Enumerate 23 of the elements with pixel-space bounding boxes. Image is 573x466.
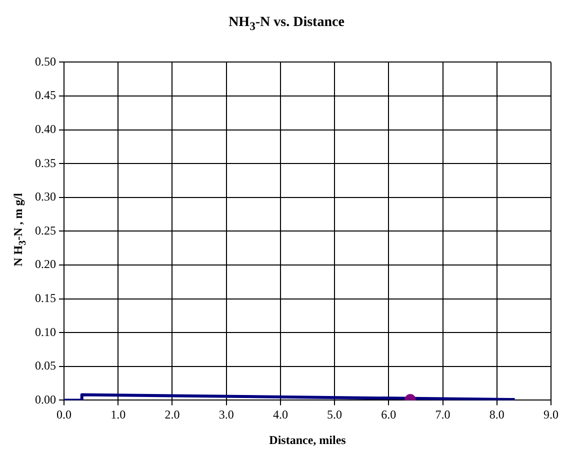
x-axis-title: Distance, miles bbox=[269, 432, 346, 447]
y-tick-label: 0.15 bbox=[35, 290, 56, 305]
y-tick-label: 0.25 bbox=[35, 223, 56, 238]
x-tick-label: 8.0 bbox=[489, 408, 504, 422]
x-tick-label: 9.0 bbox=[544, 408, 558, 422]
y-tick-label: 0.00 bbox=[35, 392, 56, 406]
y-tick-label: 0.45 bbox=[35, 88, 56, 102]
x-tick-label: 1.0 bbox=[110, 408, 126, 422]
x-tick-label: 2.0 bbox=[164, 408, 180, 422]
y-tick-label: 0.20 bbox=[35, 257, 56, 272]
x-tick-label: 4.0 bbox=[272, 408, 288, 422]
x-tick-label: 5.0 bbox=[327, 408, 342, 422]
y-tick-label: 0.40 bbox=[35, 122, 56, 136]
x-tick-label: 6.0 bbox=[381, 408, 396, 422]
y-tick-label: 0.05 bbox=[35, 358, 56, 373]
y-tick-label: 0.50 bbox=[35, 54, 56, 68]
chart-title: NH$_{3}$-N vs. Distance bbox=[228, 14, 346, 35]
y-tick-label: 0.30 bbox=[35, 190, 56, 204]
y-tick-label: 0.35 bbox=[35, 156, 56, 170]
x-tick-label: 7.0 bbox=[435, 408, 450, 422]
y-tick-label: 0.10 bbox=[35, 324, 56, 339]
x-tick-label: 3.0 bbox=[218, 408, 234, 422]
x-tick-label: 0.0 bbox=[56, 408, 72, 422]
